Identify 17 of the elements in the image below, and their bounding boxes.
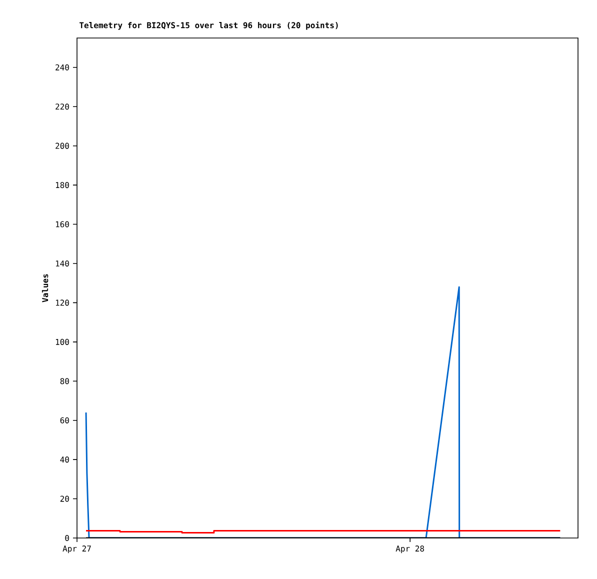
chart-title: Telemetry for BI2QYS-15 over last 96 hours (20 points)	[80, 22, 338, 30]
y-tick-label: 100	[56, 338, 69, 345]
y-tick-label: 0	[65, 534, 69, 542]
y-axis-title: Values	[42, 274, 48, 302]
y-tick-label: 120	[56, 300, 69, 306]
y-tick-label: 40	[60, 456, 69, 463]
y-tick-label: 80	[60, 378, 69, 384]
y-tick-label: 240	[56, 64, 69, 70]
y-tick-label: 20	[60, 496, 69, 502]
x-tick-label: Apr 28	[396, 546, 424, 554]
x-tick-label: Apr 27	[62, 546, 91, 554]
y-tick-label: 200	[56, 142, 69, 149]
y-tick-label: 220	[56, 104, 69, 110]
y-tick-label: 60	[60, 417, 69, 424]
y-tick-label: 180	[56, 182, 69, 188]
y-tick-label: 140	[56, 260, 69, 267]
y-tick-label: 160	[56, 221, 69, 228]
